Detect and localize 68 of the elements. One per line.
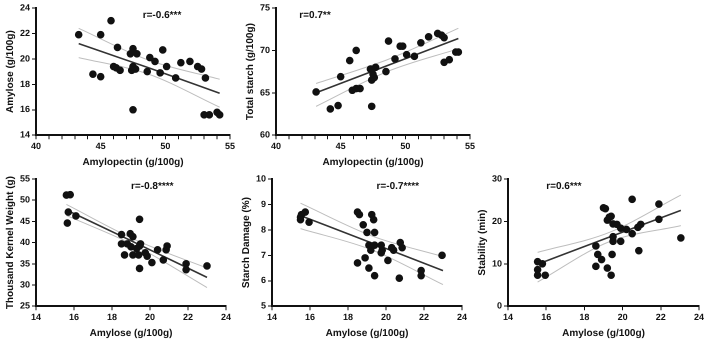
x-tick-label: 50	[400, 141, 410, 152]
x-tick-label: 40	[271, 141, 282, 152]
y-axis-title: Thousand Kernel Weight (g)	[4, 176, 16, 310]
y-tick-label: 16	[20, 104, 30, 114]
annotation: r=0.6***	[546, 180, 582, 192]
y-tick-label: 55	[20, 173, 30, 184]
x-tick-label: 18	[579, 312, 590, 322]
x-axis-title: Amylose (g/100g)	[562, 328, 645, 339]
x-tick-label: 50	[160, 141, 170, 152]
y-tick-label: 5	[260, 300, 266, 311]
x-tick-label: 24	[220, 312, 232, 322]
x-tick-label: 16	[69, 312, 80, 322]
y-axis-title: Amylose (g/100g)	[4, 30, 16, 114]
x-tick-label: 14	[267, 312, 278, 322]
y-tick-label: 18	[20, 78, 30, 89]
x-tick-label: 20	[144, 312, 156, 322]
y-axis-title: Starch Damage (%)	[240, 197, 252, 288]
y-tick-label: 65	[260, 87, 270, 98]
x-tick-label: 22	[418, 312, 430, 322]
annotation: r=-0.7****	[376, 180, 420, 192]
y-tick-label: 22	[20, 28, 30, 38]
y-tick-label: 7	[260, 250, 266, 260]
x-axis-title: Amylopectin (g/100g)	[82, 156, 184, 168]
y-tick-label: 0	[496, 300, 502, 311]
x-axis-title: Amylopectin (g/100g)	[322, 156, 424, 168]
x-tick-label: 16	[541, 312, 552, 322]
y-axis-title: Stability (min)	[476, 210, 488, 276]
y-tick-label: 30	[20, 279, 30, 290]
x-tick-label: 18	[343, 312, 354, 322]
x-tick-label: 16	[305, 312, 316, 322]
y-tick-label: 20	[492, 216, 502, 226]
x-tick-label: 40	[31, 141, 42, 152]
x-tick-label: 22	[182, 312, 194, 322]
y-tick-label: 75	[260, 2, 270, 12]
x-tick-label: 20	[618, 312, 628, 322]
y-tick-label: 8	[260, 224, 266, 234]
x-tick-label: 24	[694, 312, 704, 322]
x-tick-label: 45	[336, 141, 346, 152]
x-tick-label: 45	[96, 141, 106, 152]
y-tick-label: 30	[492, 173, 502, 184]
x-tick-label: 18	[107, 312, 118, 322]
y-tick-label: 60	[260, 130, 270, 140]
y-tick-label: 25	[20, 300, 30, 311]
x-axis-title: Amylose (g/100g)	[90, 328, 172, 339]
y-tick-label: 20	[20, 53, 30, 64]
y-tick-label: 70	[260, 44, 270, 55]
y-tick-label: 6	[260, 275, 266, 286]
y-tick-label: 35	[20, 258, 30, 268]
x-axis-title: Amylose (g/100g)	[326, 328, 408, 339]
y-tick-label: 10	[492, 258, 502, 268]
x-tick-label: 20	[380, 312, 392, 322]
y-tick-label: 14	[20, 130, 30, 140]
y-tick-label: 40	[20, 237, 30, 248]
x-tick-label: 22	[656, 312, 666, 322]
y-axis-title: Total starch (g/100g)	[244, 23, 256, 120]
y-tick-label: 10	[256, 173, 266, 184]
x-tick-label: 14	[503, 312, 514, 322]
annotation: r=-0.6***	[142, 10, 182, 21]
annotation: r=0.7**	[299, 10, 331, 21]
y-tick-label: 24	[20, 2, 30, 12]
y-tick-label: 9	[260, 198, 266, 209]
x-tick-label: 24	[456, 312, 468, 322]
y-tick-label: 45	[20, 216, 30, 226]
x-tick-label: 14	[31, 312, 42, 322]
y-tick-label: 50	[20, 194, 30, 205]
x-tick-label: 55	[224, 141, 236, 152]
annotation: r=-0.8****	[131, 180, 174, 192]
x-tick-label: 55	[464, 141, 476, 152]
